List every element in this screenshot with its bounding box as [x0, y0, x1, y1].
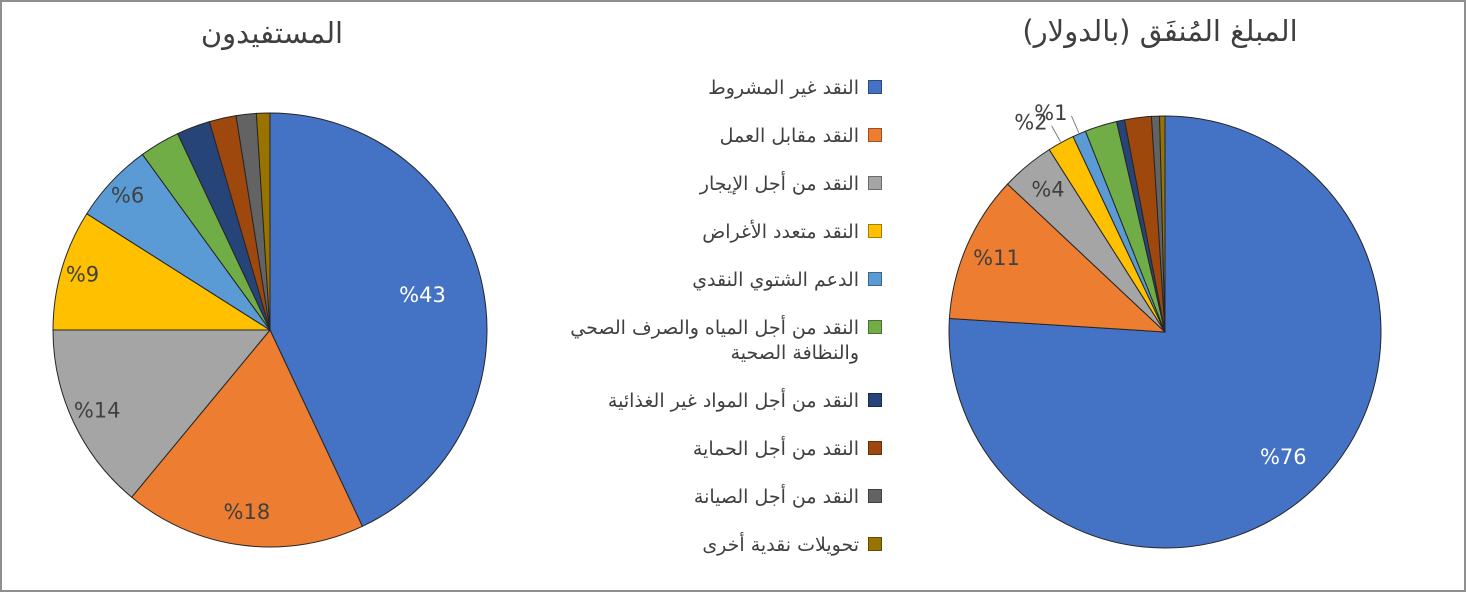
legend-label: النقد غير المشروط	[708, 77, 859, 99]
legend-item: تحويلات نقدية أخرى	[550, 533, 882, 558]
legend-swatch	[868, 537, 882, 551]
legend-swatch	[868, 176, 882, 190]
legend-swatch	[868, 441, 882, 455]
chart-title-beneficiaries: المستفيدون	[200, 16, 344, 50]
legend-swatch	[868, 320, 882, 334]
legend: النقد غير المشروط النقد مقابل العمل النقد …	[550, 76, 882, 558]
pie-data-label: %76	[1260, 445, 1307, 469]
pie-slice	[269, 112, 488, 528]
pie-data-label: %18	[224, 500, 271, 524]
legend-item: النقد من أجل المواد غير الغذائية	[550, 389, 882, 414]
pie-data-label: %4	[1031, 178, 1064, 202]
pie-slice	[255, 112, 271, 331]
legend-swatch	[868, 272, 882, 286]
legend-item: الدعم الشتوي النقدي	[550, 268, 882, 293]
legend-swatch	[868, 224, 882, 238]
legend-item: النقد من أجل الصيانة	[550, 485, 882, 510]
legend-swatch	[868, 80, 882, 94]
legend-item: النقد غير المشروط	[550, 76, 882, 101]
pie-data-label: %43	[399, 283, 446, 307]
legend-label: تحويلات نقدية أخرى	[702, 534, 859, 556]
pie-data-label: %1	[1034, 101, 1067, 125]
pie-data-label: %9	[66, 263, 99, 287]
legend-swatch	[868, 128, 882, 142]
legend-label: النقد من أجل المياه والصرف الصحي والنظاف…	[570, 317, 859, 364]
legend-label: النقد من أجل الإيجار	[699, 173, 859, 195]
pie-chart-amount-spent: %76 %11 %4 %2%1	[948, 101, 1382, 549]
legend-label: النقد من أجل الصيانة	[693, 486, 859, 508]
pie-slice	[52, 213, 272, 331]
legend-item: النقد من أجل الإيجار	[550, 172, 882, 197]
pie-slice	[948, 183, 1167, 333]
pie-slice	[1159, 115, 1166, 333]
legend-swatch	[868, 489, 882, 503]
pie-slice	[52, 329, 272, 498]
pie-data-label: %2	[1014, 111, 1047, 135]
pie-data-label: %11	[973, 246, 1020, 270]
legend-item: النقد من أجل الحماية	[550, 437, 882, 462]
pie-data-label: %6	[111, 183, 144, 207]
label-leader-line	[1071, 115, 1080, 133]
label-leader-line	[1051, 125, 1061, 143]
legend-item: النقد من أجل المياه والصرف الصحي والنظاف…	[550, 316, 882, 366]
legend-label: النقد من أجل الحماية	[692, 438, 859, 460]
pie-slice	[130, 329, 364, 548]
pie-chart-beneficiaries: %43 %18 %14 %9 %6	[52, 112, 488, 548]
legend-label: الدعم الشتوي النقدي	[692, 269, 859, 291]
legend-label: النقد من أجل المواد غير الغذائية	[607, 390, 859, 412]
legend-label: النقد متعدد الأغراض	[702, 221, 859, 243]
legend-item: النقد مقابل العمل	[550, 124, 882, 149]
legend-item: النقد متعدد الأغراض	[550, 220, 882, 245]
legend-swatch	[868, 393, 882, 407]
legend-label: النقد مقابل العمل	[719, 125, 859, 147]
pie-data-label: %14	[74, 398, 121, 422]
chart-title-amount-spent: المبلغ المُنفَق (بالدولار)	[1022, 14, 1298, 48]
